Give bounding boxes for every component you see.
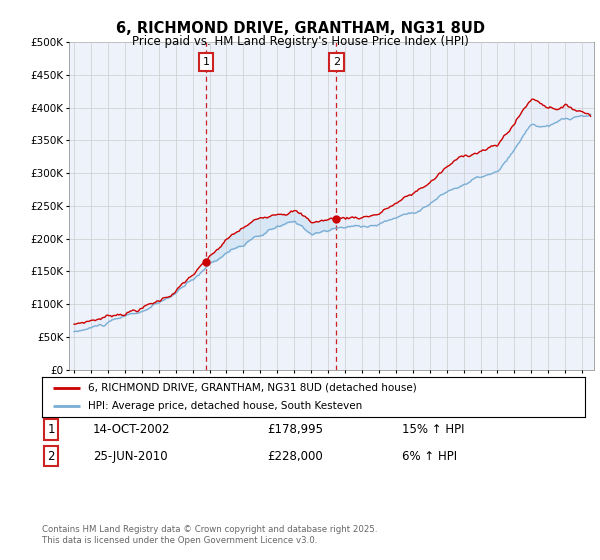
Text: 2: 2 <box>47 450 55 463</box>
Text: 15% ↑ HPI: 15% ↑ HPI <box>402 423 464 436</box>
Text: 14-OCT-2002: 14-OCT-2002 <box>93 423 170 436</box>
Text: £228,000: £228,000 <box>267 450 323 463</box>
Text: HPI: Average price, detached house, South Kesteven: HPI: Average price, detached house, Sout… <box>88 402 362 411</box>
Text: 1: 1 <box>47 423 55 436</box>
Text: Contains HM Land Registry data © Crown copyright and database right 2025.
This d: Contains HM Land Registry data © Crown c… <box>42 525 377 545</box>
Text: 6% ↑ HPI: 6% ↑ HPI <box>402 450 457 463</box>
Text: 1: 1 <box>203 57 209 67</box>
Text: 6, RICHMOND DRIVE, GRANTHAM, NG31 8UD: 6, RICHMOND DRIVE, GRANTHAM, NG31 8UD <box>115 21 485 36</box>
Text: 2: 2 <box>332 57 340 67</box>
Text: Price paid vs. HM Land Registry's House Price Index (HPI): Price paid vs. HM Land Registry's House … <box>131 35 469 48</box>
Text: 6, RICHMOND DRIVE, GRANTHAM, NG31 8UD (detached house): 6, RICHMOND DRIVE, GRANTHAM, NG31 8UD (d… <box>88 383 417 393</box>
Text: £178,995: £178,995 <box>267 423 323 436</box>
Text: 25-JUN-2010: 25-JUN-2010 <box>93 450 167 463</box>
